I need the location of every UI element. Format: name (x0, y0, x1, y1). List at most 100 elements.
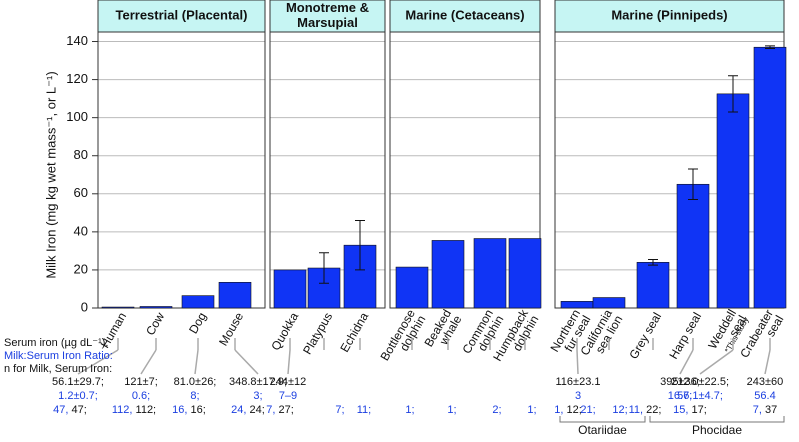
panel-title: Terrestrial (Placental) (116, 7, 248, 22)
bar (560, 301, 594, 309)
sample-size: 2; (492, 404, 501, 416)
error-bar (728, 75, 738, 113)
sample-size: 1; (527, 404, 536, 416)
connector (699, 349, 734, 375)
serum-iron: 243±60 (747, 376, 784, 388)
sample-size: 12; (612, 404, 627, 416)
n-milk: 1; (527, 404, 536, 416)
n-milk: 11; (357, 404, 371, 416)
bar (101, 306, 135, 309)
category-label: Bottlenosedolphin (378, 307, 429, 369)
y-tick-label: 60 (74, 185, 88, 200)
error-bar (688, 168, 698, 201)
n-milk: 16, (172, 404, 187, 416)
n-serum: 47; (68, 404, 86, 416)
sample-size: 1; (447, 404, 456, 416)
category-label: Harp seal (667, 310, 705, 361)
panel-frame (554, 31, 785, 309)
sample-size: 1; (405, 404, 414, 416)
bar (431, 240, 465, 309)
serum-iron: 212.0±22.5; (671, 376, 729, 388)
sample-size: 7, 37 (753, 404, 777, 416)
bar (181, 295, 215, 309)
serum-iron: 244±12 (270, 376, 307, 388)
n-serum: 112; (132, 404, 156, 416)
sample-size: 11; (357, 404, 371, 416)
iron-ratio: 56.4 (754, 390, 775, 402)
bar (139, 306, 173, 309)
bar (592, 297, 626, 309)
category-label: Dog (186, 310, 209, 336)
bar (636, 262, 670, 309)
n-milk: 7, (266, 404, 275, 416)
sample-size: 7; (335, 404, 344, 416)
connector (234, 349, 259, 375)
iron-ratio: 16.7; (668, 390, 692, 402)
y-tick-label: 20 (74, 261, 88, 276)
n-serum: 37 (762, 404, 777, 416)
n-serum: 17; (688, 404, 706, 416)
serum-iron: 348.8±17.9; (229, 376, 287, 388)
panel-title: Marine (Pinnipeds) (611, 7, 727, 22)
category-label: Mouse (216, 310, 246, 348)
sample-size: 1, 12; (554, 404, 582, 416)
n-milk: 21; (580, 404, 595, 416)
serum-iron: 56.1±29.7; (52, 376, 104, 388)
category-label: Crabeaterseal (737, 307, 786, 366)
group-bracket (649, 416, 785, 423)
category-label: Grey seal (627, 310, 665, 361)
category-label: Quokka (269, 310, 302, 353)
n-milk: 47, (53, 404, 68, 416)
iron-ratio: 3; (253, 390, 262, 402)
error-bar (765, 45, 775, 50)
row-label: Serum iron (µg dL⁻¹): (4, 337, 108, 349)
sample-size: 16, 16; (172, 404, 206, 416)
sample-size: 47, 47; (53, 404, 87, 416)
iron-ratio: 3 (575, 390, 581, 402)
connector (77, 349, 119, 375)
panel-frame (97, 31, 266, 309)
bar (395, 266, 429, 309)
panel-header (554, 0, 785, 33)
connector (140, 349, 157, 375)
sample-size: 11, 22; (629, 404, 662, 416)
y-tick-label: 0 (81, 299, 88, 314)
bar (218, 282, 252, 309)
y-tick-label: 120 (66, 71, 88, 86)
category-label: Echidna (338, 310, 372, 355)
n-serum: 16; (187, 404, 205, 416)
y-tick-label: 100 (66, 109, 88, 124)
row-label: n for Milk, Serum Iron: (4, 363, 112, 375)
group-label: Otariidae (578, 423, 627, 437)
n-milk: 1; (447, 404, 456, 416)
sample-size: 21; (580, 404, 595, 416)
y-axis-label: Milk Iron (mg kg wet mass⁻¹, or L⁻¹) (43, 71, 58, 278)
category-label: Platypus (300, 310, 335, 357)
iron-ratio: 1.2±0.7; (58, 390, 98, 402)
bar (676, 183, 710, 309)
error-bar (355, 219, 365, 271)
iron-ratio: 0.6; (132, 390, 150, 402)
sample-size: 112, 112; (112, 404, 156, 416)
n-milk: 112, (112, 404, 133, 416)
connector (576, 349, 579, 375)
connector (287, 349, 291, 375)
serum-iron: 116±23.1 (556, 376, 601, 388)
panel-title: Marine (Cetaceans) (405, 7, 524, 22)
connector (194, 349, 199, 375)
connector (679, 349, 694, 375)
n-milk: 2; (492, 404, 501, 416)
n-serum: 27; (275, 404, 293, 416)
n-milk: 1; (405, 404, 414, 416)
bar (753, 46, 787, 309)
iron-ratio: 7–9 (279, 390, 297, 402)
n-milk: 11, (629, 404, 643, 416)
n-milk: 1, (554, 404, 563, 416)
panel-header (97, 0, 266, 33)
group-label: Phocidae (692, 423, 742, 437)
bar (508, 238, 542, 309)
n-serum: 22; (643, 404, 661, 416)
sample-size: 15, 17; (673, 404, 707, 416)
sample-size: 7, 27; (266, 404, 294, 416)
